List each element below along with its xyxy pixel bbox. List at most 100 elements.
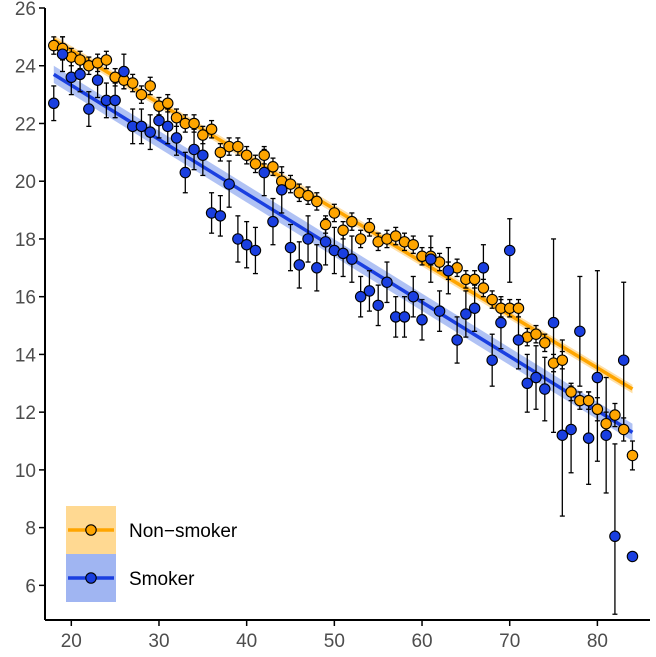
legend-item-0: Non−smoker	[66, 506, 238, 554]
data-point	[468, 302, 481, 314]
data-point	[232, 233, 244, 245]
legend-label: Non−smoker	[129, 521, 238, 542]
data-point	[609, 530, 621, 543]
data-point	[354, 290, 367, 303]
data-point	[363, 285, 376, 297]
data-point	[600, 429, 612, 441]
y-tick-label: 20	[15, 172, 36, 193]
data-point	[144, 126, 156, 138]
data-point	[381, 276, 393, 288]
data-point	[354, 233, 367, 245]
data-point	[617, 423, 630, 436]
data-point	[188, 117, 200, 130]
data-point	[591, 403, 604, 416]
data-point	[407, 238, 420, 251]
legend-key-marker	[85, 572, 97, 584]
data-point	[188, 143, 200, 156]
legend: Non−smoker Smoker	[66, 506, 238, 602]
data-point	[162, 97, 174, 110]
data-point	[626, 449, 639, 462]
data-point	[600, 417, 612, 430]
data-point	[521, 377, 533, 390]
data-point	[258, 149, 270, 161]
data-point	[346, 253, 358, 265]
data-point	[249, 158, 262, 170]
data-point	[556, 354, 569, 366]
data-point	[442, 264, 455, 277]
data-point	[582, 394, 595, 407]
data-point	[530, 371, 542, 384]
x-tick-label: 40	[236, 631, 257, 652]
x-tick-label: 70	[499, 631, 520, 652]
data-point	[91, 74, 104, 86]
data-point	[416, 314, 428, 326]
data-point	[232, 140, 244, 153]
data-point	[302, 233, 314, 245]
data-point	[389, 230, 402, 242]
y-tick-label: 10	[15, 461, 36, 482]
data-point	[565, 423, 577, 436]
data-point	[530, 328, 542, 340]
data-point	[574, 325, 586, 338]
data-point	[328, 207, 341, 219]
error-bar	[559, 339, 565, 517]
x-tick-label: 30	[148, 631, 169, 652]
data-point	[56, 48, 69, 60]
data-point	[162, 120, 174, 133]
data-point	[451, 334, 463, 346]
y-tick-label: 12	[15, 403, 36, 424]
data-point	[109, 94, 121, 107]
data-point	[398, 311, 411, 323]
y-tick-label: 14	[15, 345, 37, 366]
data-point	[126, 77, 139, 89]
data-point	[240, 149, 253, 161]
data-point	[214, 146, 227, 159]
data-point	[582, 432, 595, 444]
data-point	[135, 88, 148, 101]
data-point	[153, 114, 165, 127]
data-point	[460, 308, 472, 320]
legend-key-marker	[85, 524, 97, 536]
data-point	[407, 290, 420, 303]
data-point	[311, 262, 323, 274]
data-point	[486, 354, 498, 366]
data-point	[249, 244, 262, 257]
data-point	[556, 429, 569, 441]
data-point	[337, 224, 349, 237]
data-point	[609, 409, 621, 421]
data-point	[267, 161, 279, 173]
data-point	[319, 236, 332, 248]
data-point	[197, 149, 209, 161]
data-point	[539, 383, 551, 395]
data-point	[372, 299, 384, 312]
data-point	[512, 334, 525, 346]
y-tick-label: 6	[25, 576, 36, 597]
y-tick-label: 18	[15, 230, 36, 251]
data-point	[477, 282, 490, 294]
data-point	[433, 305, 446, 317]
x-tick-label: 60	[411, 631, 432, 652]
data-point	[83, 103, 95, 115]
data-point	[267, 215, 279, 228]
data-point	[495, 316, 507, 329]
legend-item-1: Smoker	[66, 554, 195, 602]
data-point	[214, 210, 227, 222]
data-point	[240, 238, 253, 251]
data-point	[539, 337, 551, 349]
data-point	[284, 178, 297, 190]
ticks: 20 30 40 50 60 70 80 6 8 10 12 14 16 18 20 22 24 26	[15, 0, 608, 652]
data-point	[319, 218, 332, 231]
error-bar	[551, 238, 557, 434]
data-point	[503, 244, 516, 257]
data-point	[302, 189, 314, 202]
y-tick-label: 26	[15, 0, 36, 20]
y-tick-label: 24	[15, 57, 37, 78]
data-point	[565, 386, 577, 398]
error-bar	[594, 270, 600, 462]
data-point	[477, 262, 490, 274]
data-point	[337, 247, 349, 260]
data-point	[100, 54, 113, 66]
data-point	[197, 129, 209, 141]
y-tick-label: 8	[25, 519, 36, 540]
